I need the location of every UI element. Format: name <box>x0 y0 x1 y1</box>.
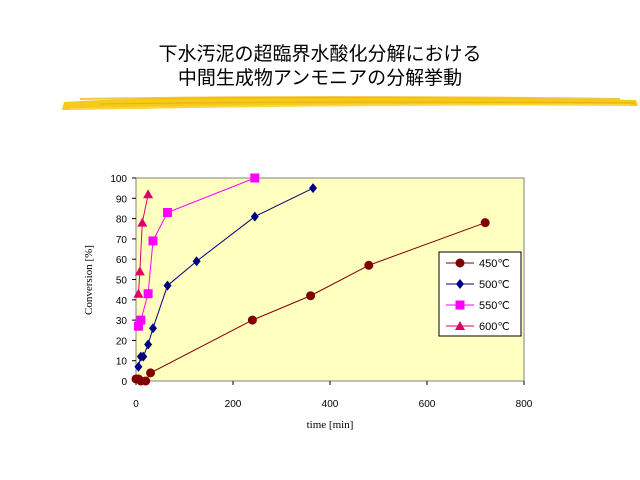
x-tick-label: 800 <box>516 399 533 410</box>
y-tick-label: 30 <box>116 316 128 327</box>
slide-title: 下水汚泥の超臨界水酸化分解における 中間生成物アンモニアの分解挙動 <box>0 42 640 90</box>
y-tick-label: 100 <box>110 174 127 185</box>
data-point <box>192 256 201 267</box>
data-point <box>134 266 145 276</box>
data-point <box>456 279 464 289</box>
data-point <box>455 300 465 310</box>
data-point <box>141 376 151 386</box>
series <box>134 183 318 372</box>
data-point <box>134 361 143 372</box>
data-point <box>250 211 259 222</box>
y-tick-label: 80 <box>116 215 128 226</box>
data-point <box>136 315 146 325</box>
x-tick-label: 200 <box>225 399 242 410</box>
data-point <box>364 260 374 270</box>
data-point <box>455 258 465 268</box>
title-line-1: 下水汚泥の超臨界水酸化分解における <box>158 43 482 65</box>
legend-item: 550℃ <box>446 300 510 312</box>
series <box>133 173 260 331</box>
data-point <box>455 321 465 330</box>
series <box>133 189 154 298</box>
data-point <box>163 280 172 291</box>
x-axis-title: time [min] <box>307 419 354 431</box>
data-point <box>143 289 153 299</box>
data-point <box>144 339 153 350</box>
y-axis: 0 10 20 30 40 50 60 70 80 90 100 <box>110 174 136 388</box>
legend-box <box>438 251 522 337</box>
x-tick-label: 600 <box>419 399 436 410</box>
series-line <box>137 194 149 294</box>
y-tick-label: 20 <box>116 336 128 347</box>
y-tick-label: 10 <box>116 357 128 368</box>
x-tick-label: 0 <box>133 399 139 410</box>
data-point <box>306 291 316 301</box>
data-point <box>139 351 148 362</box>
y-tick-label: 40 <box>116 296 128 307</box>
data-point <box>133 288 144 298</box>
y-tick-label: 0 <box>121 377 127 388</box>
y-axis-title: Conversion [%] <box>83 245 95 315</box>
data-point <box>133 321 143 331</box>
legend-label: 600℃ <box>479 321 510 333</box>
y-tick-label: 60 <box>116 255 128 266</box>
x-tick-label: 400 <box>322 399 339 410</box>
y-tick-label: 70 <box>116 235 128 246</box>
data-point <box>250 173 260 183</box>
series-group <box>131 173 490 386</box>
data-point <box>137 217 148 227</box>
legend-item: 450℃ <box>446 258 510 270</box>
data-point <box>148 323 157 334</box>
series <box>131 218 490 386</box>
data-point <box>480 218 490 228</box>
legend-item: 600℃ <box>446 321 510 333</box>
data-point <box>163 208 173 218</box>
data-point <box>247 315 257 325</box>
y-tick-label: 90 <box>116 194 128 205</box>
legend-label: 500℃ <box>479 279 510 291</box>
legend-item: 500℃ <box>446 279 510 291</box>
legend: 450℃ 500℃ 550℃ 600℃ <box>438 251 522 337</box>
title-line-2: 中間生成物アンモニアの分解挙動 <box>177 67 463 89</box>
brush-stroke-decoration <box>62 96 638 110</box>
data-point <box>146 368 156 378</box>
data-point <box>309 183 318 194</box>
data-point <box>148 236 158 246</box>
legend-label: 450℃ <box>479 258 510 270</box>
y-tick-label: 50 <box>116 276 128 287</box>
legend-label: 550℃ <box>479 300 510 312</box>
x-axis: 0 200 400 600 800 <box>133 381 533 410</box>
data-point <box>143 189 154 199</box>
